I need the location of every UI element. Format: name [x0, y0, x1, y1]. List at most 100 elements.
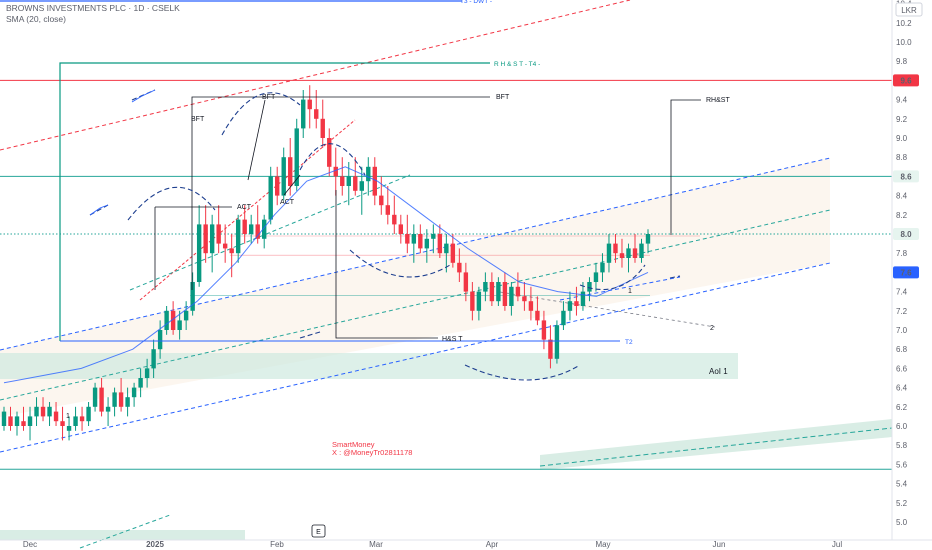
- price-badge[interactable]: [893, 170, 919, 183]
- candle[interactable]: [14, 416, 20, 426]
- candle[interactable]: [164, 310, 169, 330]
- candle[interactable]: [112, 392, 117, 407]
- candle[interactable]: [385, 205, 390, 215]
- price-badge[interactable]: [893, 228, 919, 240]
- candle[interactable]: [567, 301, 573, 311]
- candle[interactable]: [424, 238, 430, 249]
- candle[interactable]: [21, 421, 26, 426]
- candle[interactable]: [405, 234, 410, 244]
- candle[interactable]: [203, 224, 208, 254]
- candle[interactable]: [60, 421, 65, 426]
- candle[interactable]: [216, 224, 221, 244]
- candle[interactable]: [281, 157, 286, 196]
- candle[interactable]: [411, 234, 417, 244]
- candle[interactable]: [27, 416, 33, 426]
- candle[interactable]: [340, 176, 345, 186]
- candle[interactable]: [496, 282, 501, 302]
- candle[interactable]: [626, 248, 631, 258]
- candle[interactable]: [619, 253, 625, 258]
- candle[interactable]: [593, 272, 599, 282]
- candle[interactable]: [248, 224, 254, 234]
- candle[interactable]: [554, 325, 560, 359]
- candle[interactable]: [392, 214, 397, 225]
- candle[interactable]: [177, 320, 182, 330]
- candle[interactable]: [34, 406, 39, 417]
- candle[interactable]: [463, 272, 469, 292]
- candle[interactable]: [222, 243, 228, 249]
- candle[interactable]: [92, 387, 98, 407]
- candle[interactable]: [294, 128, 299, 186]
- candle[interactable]: [333, 166, 338, 177]
- candle[interactable]: [320, 118, 325, 138]
- candle[interactable]: [47, 406, 52, 417]
- candle[interactable]: [157, 330, 163, 350]
- candle[interactable]: [183, 310, 189, 321]
- candle[interactable]: [639, 243, 644, 258]
- candle[interactable]: [470, 291, 475, 311]
- candle[interactable]: [600, 262, 605, 273]
- candle[interactable]: [8, 416, 13, 426]
- candle[interactable]: [1, 411, 7, 426]
- candle[interactable]: [314, 109, 319, 119]
- candle[interactable]: [613, 243, 618, 254]
- candle[interactable]: [307, 99, 312, 110]
- candle[interactable]: [366, 166, 371, 182]
- candle[interactable]: [301, 99, 306, 129]
- candle[interactable]: [151, 349, 156, 369]
- price-badge[interactable]: [893, 74, 919, 87]
- candle[interactable]: [327, 138, 332, 167]
- candle[interactable]: [288, 157, 293, 186]
- candle[interactable]: [509, 286, 514, 306]
- candle[interactable]: [66, 426, 72, 431]
- candle[interactable]: [190, 282, 195, 311]
- currency-badge[interactable]: [895, 2, 923, 17]
- candle[interactable]: [561, 310, 566, 326]
- candle[interactable]: [587, 282, 592, 292]
- candle[interactable]: [437, 234, 443, 254]
- candle[interactable]: [457, 262, 462, 273]
- candle[interactable]: [242, 219, 247, 234]
- candle[interactable]: [353, 176, 358, 191]
- candle[interactable]: [255, 224, 260, 239]
- candle[interactable]: [502, 282, 508, 306]
- candle[interactable]: [268, 176, 273, 220]
- candle[interactable]: [372, 166, 377, 196]
- candle[interactable]: [632, 248, 638, 258]
- candle[interactable]: [606, 243, 612, 263]
- candle[interactable]: [548, 339, 553, 359]
- candle[interactable]: [79, 416, 85, 422]
- candle[interactable]: [86, 406, 91, 422]
- candle[interactable]: [235, 219, 241, 254]
- earnings-marker[interactable]: [311, 524, 326, 538]
- candle[interactable]: [105, 406, 111, 412]
- candle[interactable]: [645, 234, 651, 244]
- candle[interactable]: [131, 387, 137, 398]
- candle[interactable]: [229, 248, 234, 254]
- candle[interactable]: [144, 368, 150, 378]
- candle[interactable]: [275, 176, 280, 196]
- candle[interactable]: [73, 416, 78, 426]
- candle[interactable]: [418, 234, 423, 249]
- candle[interactable]: [431, 234, 436, 239]
- candle[interactable]: [541, 320, 547, 340]
- candle[interactable]: [398, 224, 404, 234]
- candle[interactable]: [346, 176, 351, 186]
- candle[interactable]: [359, 181, 364, 191]
- time-axis[interactable]: Dec 2025 Feb Mar Apr May Jun Jul: [23, 540, 842, 549]
- candle[interactable]: [444, 243, 449, 254]
- price-badge[interactable]: [893, 266, 919, 279]
- candle[interactable]: [118, 392, 124, 407]
- candle[interactable]: [483, 282, 488, 292]
- candle[interactable]: [476, 291, 482, 311]
- candle[interactable]: [138, 378, 143, 388]
- candle[interactable]: [53, 411, 59, 422]
- candle[interactable]: [262, 219, 267, 239]
- candle[interactable]: [528, 301, 534, 311]
- candle[interactable]: [450, 243, 456, 263]
- candle[interactable]: [379, 195, 384, 206]
- candle[interactable]: [515, 286, 521, 297]
- candle[interactable]: [522, 296, 527, 302]
- candle[interactable]: [125, 397, 130, 407]
- candle[interactable]: [209, 224, 215, 254]
